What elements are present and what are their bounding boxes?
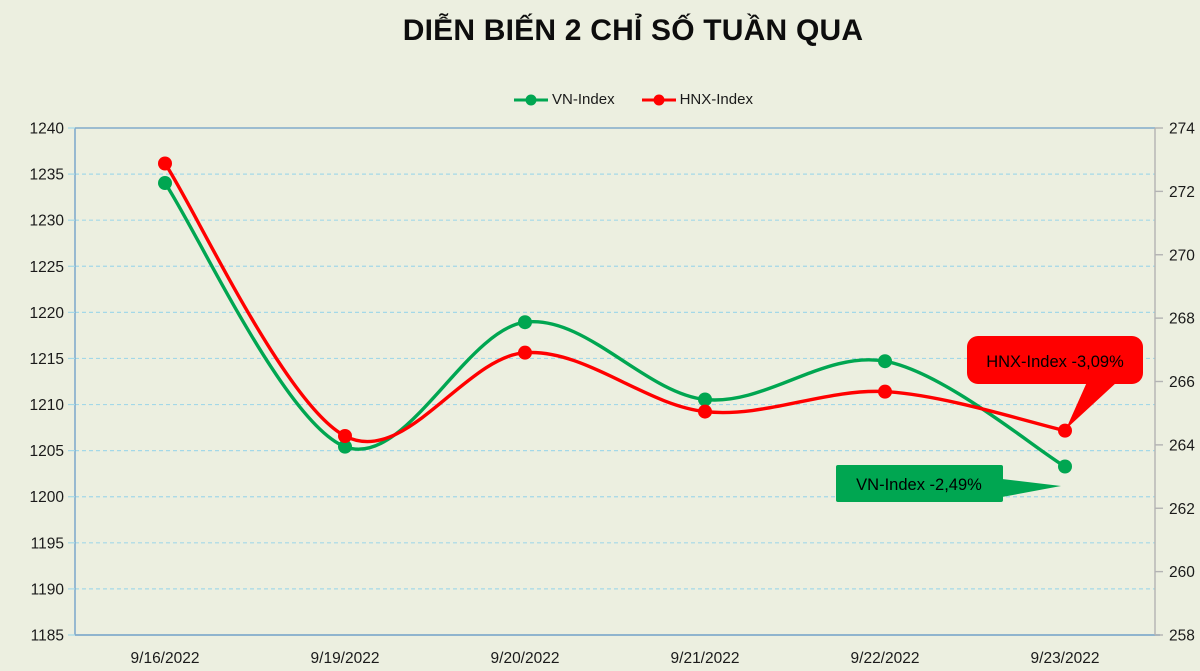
data-point-hnx-index	[158, 156, 172, 171]
x-axis-tick-label: 9/22/2022	[851, 650, 920, 667]
y-axis-left-tick-label: 1235	[30, 167, 64, 184]
y-axis-left-tick-label: 1230	[30, 213, 65, 230]
y-axis-left-tick-label: 1220	[30, 305, 65, 322]
y-axis-right-tick-label: 270	[1169, 247, 1195, 264]
data-point-vn-index	[158, 176, 172, 191]
data-point-vn-index	[338, 439, 352, 454]
y-axis-right-tick-label: 268	[1169, 311, 1195, 328]
callout-box-hnx-index	[967, 336, 1143, 384]
x-axis-tick-label: 9/23/2022	[1031, 650, 1100, 667]
y-axis-left-tick-label: 1190	[31, 581, 65, 598]
data-point-hnx-index	[878, 384, 892, 399]
y-axis-right-tick-label: 262	[1169, 501, 1195, 518]
x-axis-tick-label: 9/19/2022	[311, 650, 380, 667]
legend-item-vn-index: VN-Index	[513, 91, 615, 108]
series-line-hnx-index	[163, 161, 1067, 444]
callout-tail-hnx-index	[1066, 382, 1117, 429]
y-axis-left-tick-label: 1225	[30, 259, 64, 276]
y-axis-right-tick-label: 264	[1169, 437, 1195, 454]
callout-label-hnx-index: HNX-Index -3,09%	[986, 353, 1124, 371]
callout-label-vn-index: VN-Index -2,49%	[856, 476, 982, 494]
y-axis-right-tick-label: 266	[1169, 374, 1195, 391]
data-point-vn-index	[518, 315, 532, 330]
legend-label-vn-index: VN-Index	[552, 91, 615, 108]
legend-label-hnx-index: HNX-Index	[679, 91, 753, 108]
x-axis-tick-label: 9/21/2022	[671, 650, 740, 667]
data-point-hnx-index	[698, 404, 712, 419]
data-point-vn-index	[698, 392, 712, 407]
y-axis-left-tick-label: 1215	[30, 351, 64, 368]
callout-tail-vn-index	[1002, 479, 1061, 497]
y-axis-left-tick-label: 1195	[31, 535, 64, 552]
y-axis-right-tick-label: 260	[1169, 564, 1195, 581]
y-axis-left-tick-label: 1240	[30, 121, 65, 138]
y-axis-left-tick-label: 1185	[31, 628, 64, 645]
y-axis-left-tick-label: 1210	[30, 397, 65, 414]
y-axis-right-tick-label: 274	[1169, 121, 1195, 138]
y-axis-right-tick-label: 272	[1169, 184, 1195, 201]
callout-box-vn-index	[836, 465, 1003, 502]
x-axis-tick-label: 9/16/2022	[131, 650, 200, 667]
chart-legend: VN-Index HNX-Index	[0, 91, 1200, 108]
chart-title: DIỄN BIẾN 2 CHỈ SỐ TUẦN QUA	[402, 14, 864, 47]
y-axis-right-tick-label: 258	[1169, 628, 1195, 645]
series-line-vn-index	[163, 181, 1067, 469]
legend-item-hnx-index: HNX-Index	[641, 91, 753, 108]
x-axis-tick-label: 9/20/2022	[491, 650, 560, 667]
legend-marker-vn-index-icon	[514, 94, 549, 105]
legend-marker-hnx-index-icon	[641, 94, 676, 105]
y-axis-left-tick-label: 1205	[30, 443, 64, 460]
data-point-vn-index	[1058, 459, 1072, 474]
y-axis-left-tick-label: 1200	[30, 489, 65, 506]
data-point-vn-index	[878, 354, 892, 369]
data-point-hnx-index	[518, 345, 532, 360]
data-point-hnx-index	[1058, 423, 1072, 438]
data-point-hnx-index	[338, 429, 352, 444]
